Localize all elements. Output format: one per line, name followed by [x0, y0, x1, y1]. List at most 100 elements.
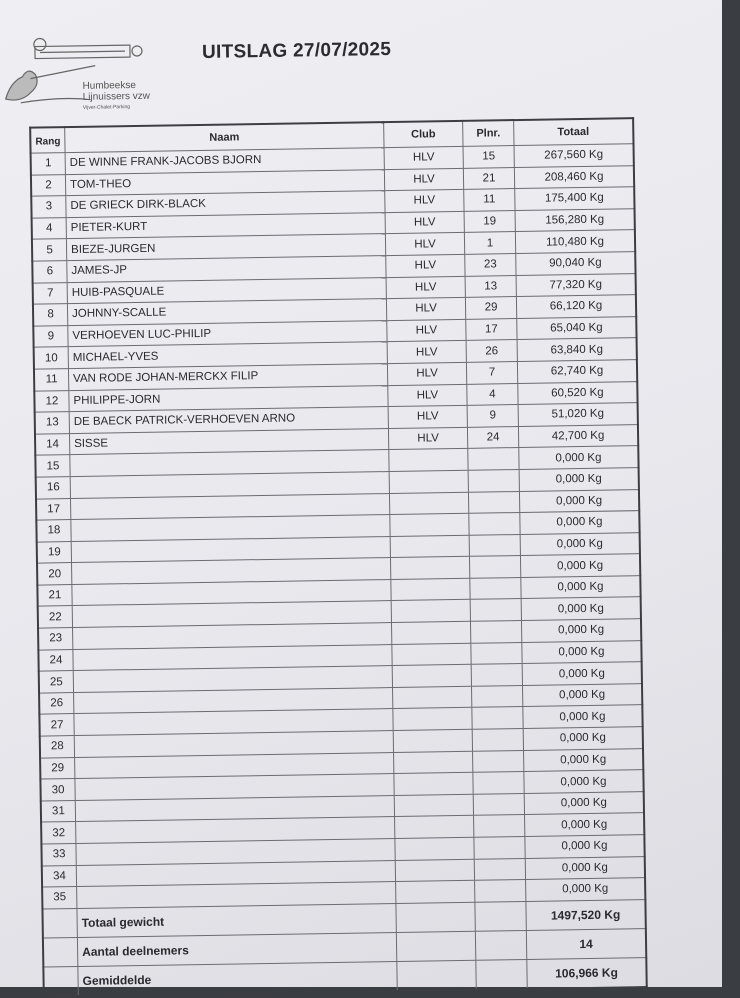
cell-club: HLV [387, 362, 467, 386]
cell-club: HLV [384, 167, 464, 191]
cell-totaal: 110,480 Kg [515, 230, 636, 254]
cell-rang: 3 [31, 195, 67, 218]
cell-plnr [473, 836, 526, 859]
cell-plnr [471, 706, 524, 730]
cell-totaal: 90,040 Kg [515, 251, 636, 276]
cell-plnr: 29 [465, 296, 517, 320]
cell-rang: 18 [36, 519, 72, 542]
cell-plnr: 23 [464, 253, 517, 276]
cell-totaal: 0,000 Kg [519, 489, 640, 513]
cell-plnr [474, 879, 526, 903]
cell-club [394, 794, 474, 817]
results-table: Rang Naam Club Plnr. Totaal 1 DE WINNE FR… [29, 117, 648, 998]
cell-club: HLV [384, 146, 464, 170]
col-totaal: Totaal [513, 118, 634, 146]
cell-rang: 26 [39, 692, 74, 715]
summary-empty-cell [42, 937, 78, 967]
cell-club [390, 578, 471, 602]
cell-club [388, 448, 469, 472]
cell-totaal: 0,000 Kg [525, 856, 646, 880]
summary-empty-cell [475, 930, 527, 961]
cell-club [394, 837, 475, 861]
cell-rang: 23 [38, 627, 73, 650]
cell-totaal: 62,740 Kg [517, 359, 638, 384]
logo-line-3: Vijver-Chalet-Parking [82, 104, 131, 111]
cell-totaal: 0,000 Kg [524, 834, 645, 859]
cell-plnr: 4 [466, 383, 519, 406]
cell-club [392, 664, 472, 688]
cell-plnr [472, 771, 525, 795]
page-title: UITSLAG 27/07/2025 [201, 38, 392, 63]
cell-totaal: 0,000 Kg [523, 748, 644, 772]
cell-totaal: 0,000 Kg [524, 791, 645, 815]
paper-sheet [0, 0, 722, 987]
cell-totaal: 0,000 Kg [520, 553, 641, 578]
cell-totaal: 0,000 Kg [521, 640, 642, 664]
table-summary: Totaal gewicht 1497,520 Kg Aantal deelneme… [42, 899, 647, 997]
cell-club [395, 880, 475, 904]
cell-plnr: 24 [467, 426, 519, 449]
cell-totaal: 60,520 Kg [517, 381, 638, 405]
logo-text: Humbeekse Lijnuissers vzw Vijver-Chalet-… [82, 80, 150, 114]
cell-rang: 20 [37, 562, 72, 585]
cell-totaal: 0,000 Kg [518, 445, 639, 470]
cell-totaal: 0,000 Kg [520, 532, 640, 556]
cell-plnr [469, 534, 521, 557]
cell-totaal: 0,000 Kg [521, 597, 641, 621]
cell-rang: 8 [32, 303, 68, 326]
cell-rang: 16 [35, 476, 71, 499]
cell-rang: 15 [35, 454, 71, 478]
cell-totaal: 63,840 Kg [517, 338, 637, 362]
cell-rang: 2 [30, 174, 66, 197]
cell-plnr: 19 [464, 210, 516, 233]
cell-club [393, 772, 474, 796]
cell-club [391, 621, 471, 645]
cell-club [393, 750, 473, 774]
summary-empty-cell [396, 931, 476, 962]
cell-club: HLV [385, 232, 465, 256]
col-club: Club [383, 120, 464, 148]
cell-rang: 24 [38, 649, 74, 672]
cell-club: HLV [386, 319, 467, 342]
cell-club [390, 556, 470, 580]
cell-totaal: 0,000 Kg [525, 877, 646, 902]
cell-plnr [470, 620, 522, 643]
summary-label: Gemiddelde [77, 961, 398, 996]
cell-rang: 19 [36, 541, 72, 564]
cell-rang: 12 [34, 390, 70, 413]
cell-rang: 27 [39, 713, 75, 737]
cell-rang: 5 [31, 238, 67, 262]
cell-rang: 21 [37, 584, 73, 607]
summary-value: 14 [526, 928, 647, 960]
cell-totaal: 0,000 Kg [522, 661, 642, 686]
cell-plnr [473, 814, 525, 838]
cell-club [392, 686, 472, 709]
summary-empty-cell [474, 901, 527, 932]
summary-empty-cell [42, 908, 78, 938]
cell-rang: 13 [34, 411, 70, 434]
cell-plnr [470, 598, 522, 622]
cell-totaal: 0,000 Kg [523, 726, 643, 751]
cell-club: HLV [386, 275, 466, 299]
cell-plnr [469, 555, 521, 579]
cell-club: HLV [386, 297, 466, 321]
summary-value: 1497,520 Kg [525, 899, 646, 931]
cell-rang: 34 [41, 865, 77, 888]
summary-empty-cell [43, 966, 79, 997]
cell-plnr: 13 [465, 275, 517, 298]
cell-plnr [472, 728, 524, 751]
cell-club: HLV [385, 254, 466, 278]
cell-club [392, 707, 473, 731]
logo-line-2: Lijnuissers vzw [82, 90, 151, 103]
cell-club [394, 815, 474, 839]
summary-empty-cell [395, 902, 476, 933]
cell-rang: 30 [40, 778, 76, 801]
cell-club [389, 470, 469, 494]
cell-club [391, 599, 471, 623]
cell-rang: 22 [37, 606, 73, 629]
cell-totaal: 0,000 Kg [519, 467, 639, 492]
cell-plnr [471, 663, 523, 687]
cell-rang: 29 [40, 757, 75, 780]
cell-club [391, 642, 472, 666]
cell-rang: 14 [34, 433, 70, 456]
